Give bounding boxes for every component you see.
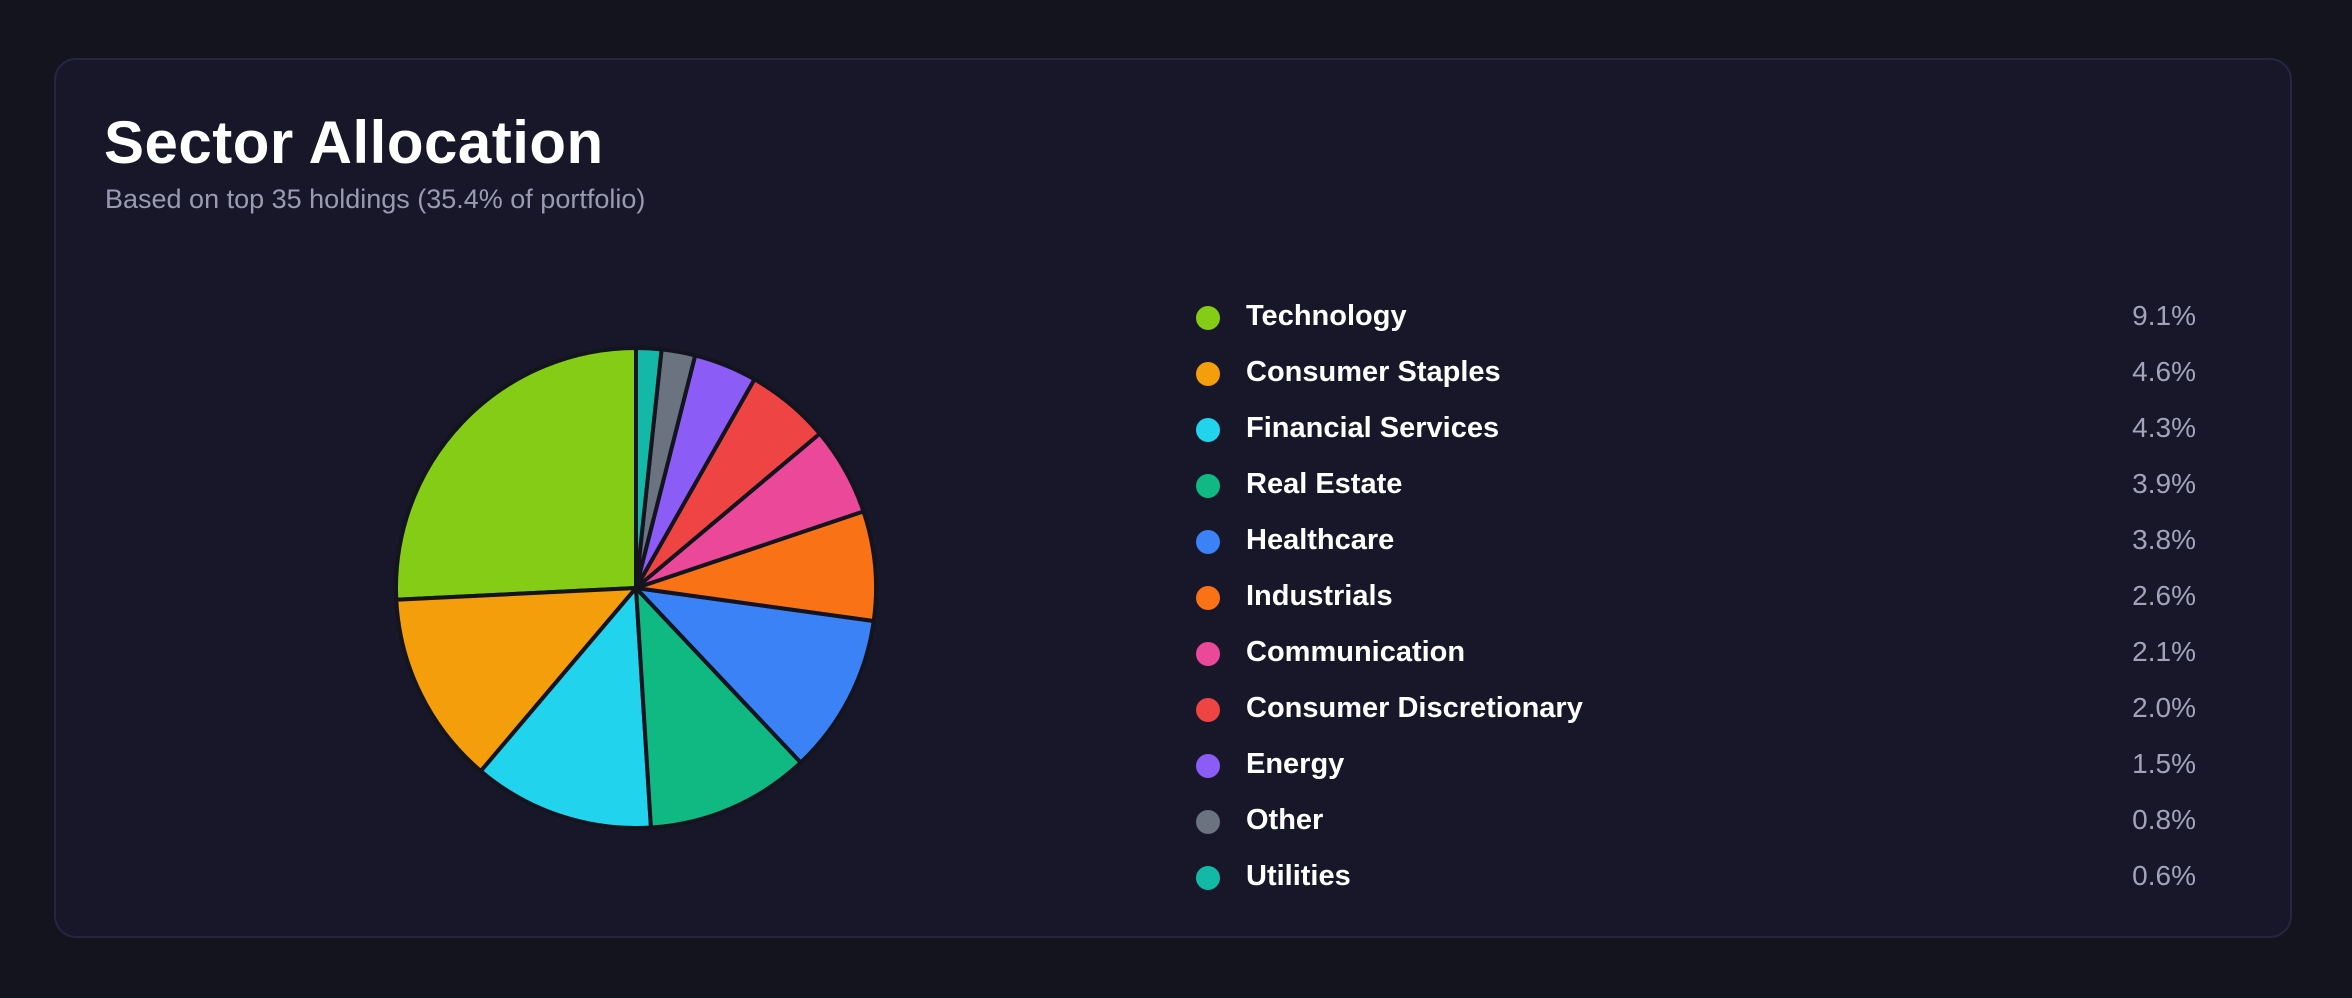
legend-label: Communication: [1246, 636, 1466, 668]
legend-item-real-estate[interactable]: Real Estate 3.9%: [1196, 460, 2196, 516]
legend-swatch: [1196, 866, 1220, 890]
legend-swatch: [1196, 642, 1220, 666]
legend-value: 3.8%: [2132, 524, 2196, 555]
legend-label: Utilities: [1246, 860, 1351, 892]
legend-value: 0.8%: [2132, 804, 2196, 835]
legend-swatch: [1196, 474, 1220, 498]
legend-swatch: [1196, 418, 1220, 442]
legend-swatch: [1196, 306, 1220, 330]
pie-slice-real-estate[interactable]: [634, 586, 803, 830]
legend-item-financial-services[interactable]: Financial Services 4.3%: [1196, 404, 2196, 460]
legend-label: Industrials: [1246, 580, 1393, 612]
legend-label: Energy: [1246, 748, 1345, 780]
legend-item-other[interactable]: Other 0.8%: [1196, 796, 2196, 852]
chart-legend: Technology 9.1% Consumer Staples 4.6% Financ…: [1196, 292, 2196, 908]
legend-item-technology[interactable]: Technology 9.1%: [1196, 292, 2196, 348]
sector-pie-chart: [394, 346, 878, 830]
legend-item-communication[interactable]: Communication 2.1%: [1196, 628, 2196, 684]
legend-item-utilities[interactable]: Utilities 0.6%: [1196, 852, 2196, 908]
legend-value: 9.1%: [2132, 300, 2196, 331]
legend-item-industrials[interactable]: Industrials 2.6%: [1196, 572, 2196, 628]
legend-swatch: [1196, 362, 1220, 386]
pie-slice-utilities[interactable]: [634, 346, 664, 590]
legend-item-consumer-staples[interactable]: Consumer Staples 4.6%: [1196, 348, 2196, 404]
legend-value: 3.9%: [2132, 468, 2196, 499]
pie-slice-financial-services[interactable]: [478, 586, 653, 830]
legend-label: Consumer Discretionary: [1246, 692, 1583, 724]
legend-label: Consumer Staples: [1246, 356, 1501, 388]
legend-value: 4.6%: [2132, 356, 2196, 387]
sector-allocation-card: Sector Allocation Based on top 35 holdin…: [54, 58, 2292, 938]
legend-item-energy[interactable]: Energy 1.5%: [1196, 740, 2196, 796]
pie-slice-consumer-staples[interactable]: [394, 586, 638, 774]
legend-label: Technology: [1246, 300, 1407, 332]
legend-value: 2.0%: [2132, 692, 2196, 723]
legend-value: 1.5%: [2132, 748, 2196, 779]
legend-item-consumer-discretionary[interactable]: Consumer Discretionary 2.0%: [1196, 684, 2196, 740]
legend-label: Other: [1246, 804, 1324, 836]
legend-swatch: [1196, 810, 1220, 834]
legend-swatch: [1196, 754, 1220, 778]
legend-swatch: [1196, 530, 1220, 554]
legend-item-healthcare[interactable]: Healthcare 3.8%: [1196, 516, 2196, 572]
card-subtitle: Based on top 35 holdings (35.4% of portf…: [105, 184, 646, 214]
legend-value: 2.6%: [2132, 580, 2196, 611]
pie-slice-technology[interactable]: [394, 346, 638, 602]
legend-swatch: [1196, 586, 1220, 610]
legend-value: 2.1%: [2132, 636, 2196, 667]
legend-value: 4.3%: [2132, 412, 2196, 443]
legend-value: 0.6%: [2132, 860, 2196, 891]
pie-slice-healthcare[interactable]: [634, 586, 876, 765]
legend-label: Real Estate: [1246, 468, 1403, 500]
legend-label: Financial Services: [1246, 412, 1500, 444]
pie-slice-industrials[interactable]: [634, 509, 878, 623]
card-title: Sector Allocation: [104, 109, 604, 176]
legend-swatch: [1196, 698, 1220, 722]
legend-label: Healthcare: [1246, 524, 1395, 556]
